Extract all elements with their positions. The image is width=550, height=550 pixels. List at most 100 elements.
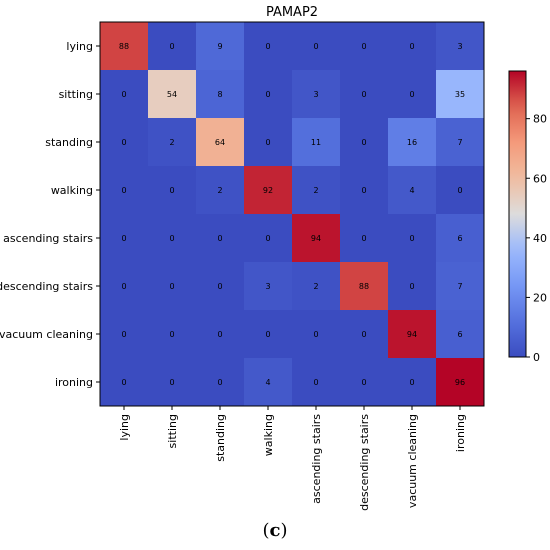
heatmap-cell xyxy=(196,166,245,215)
heatmap-cell xyxy=(196,262,245,311)
heatmap-cell xyxy=(292,70,341,119)
cell-value-label: 0 xyxy=(169,378,174,387)
cell-value-label: 0 xyxy=(409,282,414,291)
x-tick-label: ironing xyxy=(454,414,467,452)
cell-value-label: 0 xyxy=(409,378,414,387)
heatmap-cell xyxy=(100,310,149,359)
heatmap-cell xyxy=(244,262,293,311)
heatmap-cell xyxy=(100,70,149,119)
heatmap-cell xyxy=(292,118,341,167)
x-tick-label: vacuum cleaning xyxy=(406,414,419,508)
heatmap-cell xyxy=(244,166,293,215)
heatmap-cell xyxy=(292,166,341,215)
cell-value-label: 0 xyxy=(217,330,222,339)
cell-value-label: 35 xyxy=(455,90,465,99)
x-axis: lying sitting standing walking ascending sta… xyxy=(118,406,467,511)
cell-value-label: 0 xyxy=(169,282,174,291)
colorbar-gradient xyxy=(508,70,527,358)
heatmap-cell xyxy=(292,358,341,407)
cell-value-label: 94 xyxy=(311,234,321,243)
heatmap-cell xyxy=(100,214,149,263)
x-tick-label: descending stairs xyxy=(358,414,371,511)
heatmap-cell xyxy=(148,310,197,359)
heatmap-cell xyxy=(436,358,485,407)
cell-value-label: 2 xyxy=(313,186,318,195)
heatmap-cell xyxy=(148,118,197,167)
heatmap-cell xyxy=(436,118,485,167)
cell-value-label: 2 xyxy=(313,282,318,291)
cell-value-label: 0 xyxy=(265,90,270,99)
cell-value-label: 54 xyxy=(167,90,177,99)
x-tick-label: ascending stairs xyxy=(310,414,323,504)
heatmap-cell xyxy=(292,262,341,311)
heatmap-cell xyxy=(196,22,245,71)
cell-value-label: 0 xyxy=(409,234,414,243)
y-tick-label: ironing xyxy=(55,376,93,389)
cell-value-label: 0 xyxy=(361,234,366,243)
heatmap-cell xyxy=(244,310,293,359)
cell-value-label: 2 xyxy=(217,186,222,195)
cell-value-label: 0 xyxy=(121,282,126,291)
cell-value-label: 96 xyxy=(455,378,465,387)
x-tick-label: sitting xyxy=(166,414,179,448)
cell-value-label: 8 xyxy=(217,90,222,99)
cell-value-label: 0 xyxy=(265,234,270,243)
cell-value-label: 6 xyxy=(457,234,462,243)
cell-value-label: 4 xyxy=(409,186,414,195)
cell-value-label: 9 xyxy=(217,42,222,51)
heatmap-cell xyxy=(388,310,437,359)
y-tick-label: sitting xyxy=(59,88,93,101)
cell-value-label: 16 xyxy=(407,138,417,147)
heatmap-cell xyxy=(244,70,293,119)
cell-value-label: 0 xyxy=(169,330,174,339)
heatmap-cell xyxy=(388,358,437,407)
heatmap-cell xyxy=(292,22,341,71)
heatmap-cell xyxy=(388,70,437,119)
cell-value-label: 3 xyxy=(313,90,318,99)
y-tick-label: standing xyxy=(45,136,93,149)
y-axis: lying sitting standing walking ascending sta… xyxy=(0,40,100,389)
y-tick-label: vacuum cleaning xyxy=(0,328,93,341)
cell-value-label: 0 xyxy=(409,90,414,99)
heatmap-cell xyxy=(196,70,245,119)
cell-value-label: 0 xyxy=(265,330,270,339)
heatmap-annotations: 88 0 9 0 0 0 0 30 54 8 0 3 0 0 350 2 64 0 11 0 16 70 0 2 92 2 0 4 00… xyxy=(119,42,465,387)
cell-value-label: 94 xyxy=(407,330,417,339)
cell-value-label: 0 xyxy=(121,330,126,339)
cell-value-label: 0 xyxy=(217,378,222,387)
colorbar-tick-label: 60 xyxy=(533,172,547,185)
cell-value-label: 0 xyxy=(361,378,366,387)
y-tick-label: walking xyxy=(51,184,93,197)
cell-value-label: 7 xyxy=(457,138,462,147)
cell-value-label: 11 xyxy=(311,138,321,147)
cell-value-label: 0 xyxy=(217,234,222,243)
heatmap-cell xyxy=(148,22,197,71)
heatmap-cell xyxy=(436,70,485,119)
heatmap-cell xyxy=(340,166,389,215)
heatmap-cell xyxy=(292,310,341,359)
colorbar-tick-label: 20 xyxy=(533,291,547,304)
heatmap-cell xyxy=(340,70,389,119)
heatmap-cell xyxy=(340,118,389,167)
cell-value-label: 0 xyxy=(313,42,318,51)
cell-value-label: 0 xyxy=(169,186,174,195)
heatmap-cell xyxy=(196,214,245,263)
heatmap-cell xyxy=(100,22,149,71)
heatmap-cell xyxy=(388,22,437,71)
heatmap-cell xyxy=(244,22,293,71)
cell-value-label: 6 xyxy=(457,330,462,339)
heatmap-cell xyxy=(244,358,293,407)
cell-value-label: 0 xyxy=(457,186,462,195)
cell-value-label: 7 xyxy=(457,282,462,291)
cell-value-label: 0 xyxy=(121,186,126,195)
heatmap-cell xyxy=(148,262,197,311)
heatmap-cell xyxy=(436,22,485,71)
cell-value-label: 0 xyxy=(169,234,174,243)
cell-value-label: 0 xyxy=(361,186,366,195)
cell-value-label: 0 xyxy=(313,330,318,339)
heatmap-cell xyxy=(100,262,149,311)
heatmap-cell xyxy=(436,214,485,263)
heatmap-cell xyxy=(148,358,197,407)
heatmap-cell xyxy=(196,358,245,407)
